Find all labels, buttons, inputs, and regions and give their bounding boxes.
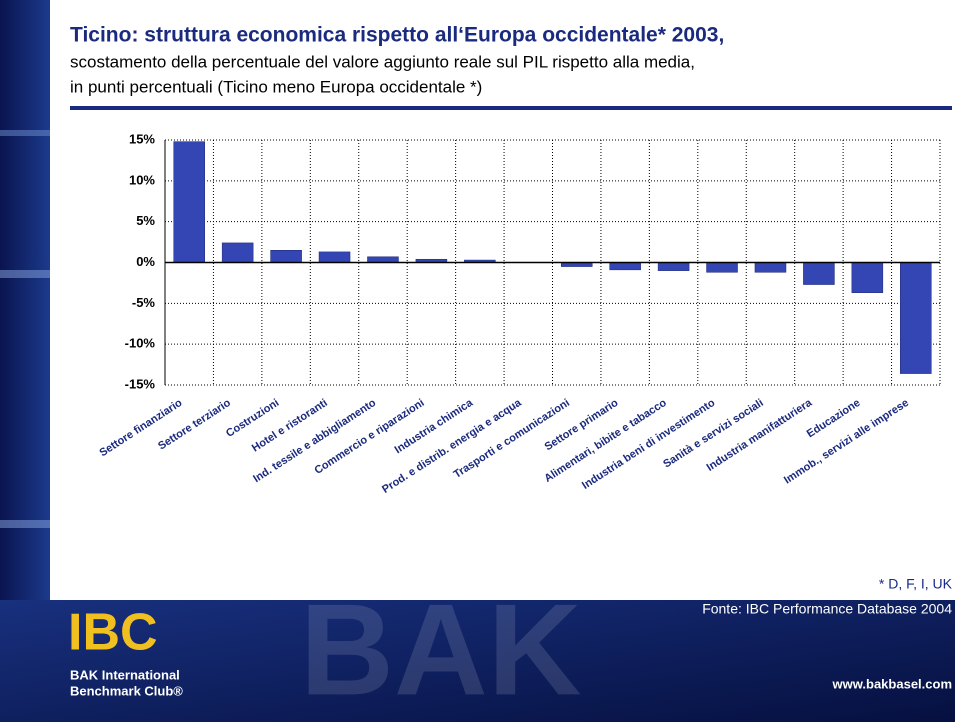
stripe-streak [0,520,50,528]
footnote: * D, F, I, UK [879,576,953,592]
bar [657,262,690,271]
y-tick-label: 0% [136,254,155,269]
bar [609,262,641,271]
chart-title: Ticino: struttura economica rispetto all… [70,24,724,47]
side-stripe [0,0,50,600]
bar [851,262,884,293]
y-tick-label: -15% [125,376,156,391]
y-tick-label: 10% [129,172,155,187]
org-name: BAK International [70,667,180,682]
footer [0,600,955,722]
bar [706,262,738,273]
y-tick-label: -10% [125,336,156,351]
bar [367,256,399,263]
y-tick-label: -5% [132,295,156,310]
stripe-streak [0,130,50,136]
bar [270,250,302,263]
bar [318,251,351,263]
subtitle: in punti percentuali (Ticino meno Europa… [70,77,482,96]
org-name: Benchmark Club® [70,683,183,698]
bar [221,242,254,263]
bar [173,141,205,263]
logo: IBC [68,604,158,662]
url: www.bakbasel.com [832,676,952,691]
watermark: BAK [300,576,582,722]
subtitle: scostamento della percentuale del valore… [70,52,695,71]
bar [754,262,787,273]
source: Fonte: IBC Performance Database 2004 [702,601,952,617]
stripe-streak [0,270,50,278]
y-tick-label: 5% [136,213,155,228]
title-rule [70,106,952,110]
bar [900,262,932,374]
bar [803,262,835,285]
y-tick-label: 15% [129,131,155,146]
